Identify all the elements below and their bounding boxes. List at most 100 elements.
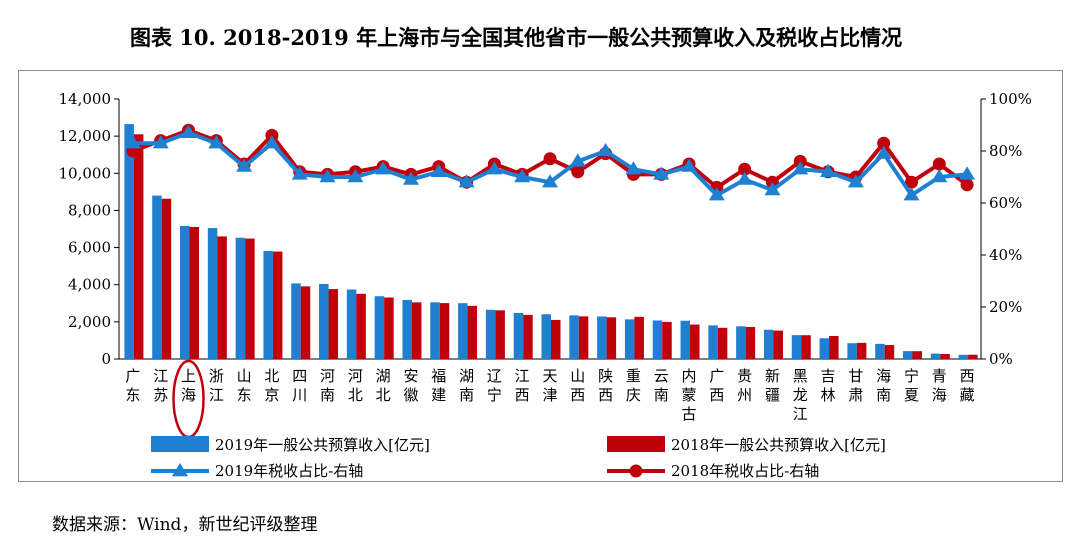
legend-marker-2 (172, 463, 188, 477)
bar-2019-29 (930, 353, 941, 359)
bar-2018-8 (356, 293, 366, 359)
bar-2019-6 (291, 283, 301, 359)
category-label-15: 天津 (542, 367, 557, 404)
right-tick-label: 80% (989, 142, 1022, 160)
bar-2018-4 (245, 238, 255, 359)
category-label-7: 河南 (320, 367, 335, 404)
left-tick-label: 2,000 (68, 313, 111, 331)
category-label-11: 福建 (431, 367, 446, 404)
marker-2019-21 (708, 187, 725, 201)
marker-2019-13 (486, 161, 503, 175)
category-label-13: 辽宁 (487, 367, 502, 404)
bar-2018-7 (328, 289, 339, 359)
right-tick-label: 60% (989, 194, 1022, 212)
marker-2019-10 (402, 171, 419, 185)
marker-2019-0 (124, 135, 141, 149)
category-label-10: 安徽 (403, 367, 418, 404)
legend-marker-3 (629, 464, 643, 478)
marker-2019-4 (236, 158, 253, 172)
bar-2019-21 (708, 325, 718, 359)
category-label-22: 贵州 (737, 367, 752, 404)
bar-2019-13 (485, 309, 496, 359)
bar-2019-7 (319, 283, 329, 359)
bar-2018-17 (606, 317, 617, 359)
bar-2018-27 (884, 345, 895, 359)
marker-2019-27 (875, 145, 892, 159)
bar-2018-13 (495, 310, 505, 359)
legend-label-2: 2019年税收占比-右轴 (215, 462, 363, 480)
category-label-16: 山西 (570, 367, 585, 404)
left-tick-label: 10,000 (59, 164, 112, 182)
bar-2019-9 (374, 296, 385, 359)
bar-2018-0 (133, 134, 144, 359)
bar-2019-22 (736, 326, 746, 359)
bar-2018-14 (523, 314, 533, 359)
bar-2018-21 (717, 327, 728, 359)
marker-2019-23 (764, 182, 781, 196)
left-tick-label: 14,000 (59, 90, 112, 108)
bar-2018-11 (439, 303, 450, 359)
bar-2019-3 (207, 228, 218, 359)
left-tick-label: 6,000 (68, 239, 111, 257)
left-tick-label: 4,000 (68, 276, 111, 294)
bar-2018-29 (940, 353, 950, 359)
right-tick-label: 0% (989, 350, 1013, 368)
bar-2019-23 (763, 329, 774, 359)
marker-2018-30 (960, 178, 974, 192)
marker-2019-2 (180, 124, 197, 138)
bar-2019-27 (875, 343, 885, 359)
bar-2018-9 (384, 297, 394, 359)
marker-2019-14 (514, 169, 531, 183)
bar-2018-6 (300, 286, 311, 359)
marker-2019-12 (458, 174, 475, 188)
bar-2019-1 (152, 195, 162, 359)
marker-2019-29 (931, 169, 948, 183)
category-label-2: 上海 (181, 367, 196, 404)
bar-2018-15 (551, 319, 561, 359)
marker-2019-25 (820, 163, 837, 177)
bar-2018-30 (968, 354, 978, 359)
marker-2019-18 (625, 161, 642, 175)
left-tick-label: 8,000 (68, 201, 111, 219)
marker-2019-20 (681, 158, 698, 172)
marker-2019-28 (903, 187, 920, 201)
marker-2019-1 (152, 135, 169, 149)
category-label-20: 内蒙古 (682, 367, 697, 423)
bar-2019-0 (124, 124, 134, 359)
legend-swatch-0 (151, 436, 209, 452)
marker-2019-7 (319, 169, 336, 183)
chart-area: 0 2,000 4,000 6,000 8,000 10,000 12,000 14,000 0… (18, 70, 1063, 482)
marker-2019-11 (430, 163, 447, 177)
right-tick-label: 100% (989, 90, 1032, 108)
category-label-25: 吉林 (821, 367, 836, 404)
marker-2019-26 (847, 174, 864, 188)
right-tick-label: 40% (989, 246, 1022, 264)
marker-2019-24 (792, 161, 809, 175)
legend-label-3: 2018年税收占比-右轴 (671, 462, 819, 480)
category-label-3: 浙江 (209, 367, 224, 404)
bar-2018-28 (912, 351, 922, 359)
bar-2019-4 (235, 237, 246, 359)
bar-2019-11 (430, 302, 440, 359)
legend-label-0: 2019年一般公共预算收入[亿元] (215, 436, 430, 454)
category-label-30: 西藏 (960, 367, 975, 404)
marker-2019-6 (291, 166, 308, 180)
bar-2019-25 (819, 338, 830, 359)
marker-2019-15 (542, 174, 558, 188)
bar-2018-5 (272, 251, 283, 359)
bar-2019-15 (541, 314, 551, 359)
marker-2019-30 (959, 166, 976, 180)
bar-2018-24 (801, 335, 811, 359)
bar-2018-10 (411, 302, 422, 359)
bar-2018-26 (856, 342, 867, 359)
bar-2019-12 (458, 303, 468, 359)
marker-2018-28 (904, 175, 918, 189)
category-label-1: 江苏 (153, 367, 168, 404)
bar-2019-2 (180, 225, 190, 359)
category-label-17: 陕西 (598, 367, 613, 404)
marker-2018-29 (932, 157, 946, 171)
category-label-9: 湖北 (376, 367, 391, 404)
marker-2019-5 (263, 135, 280, 149)
marker-2018-16 (571, 165, 585, 179)
category-label-19: 云南 (654, 367, 669, 404)
